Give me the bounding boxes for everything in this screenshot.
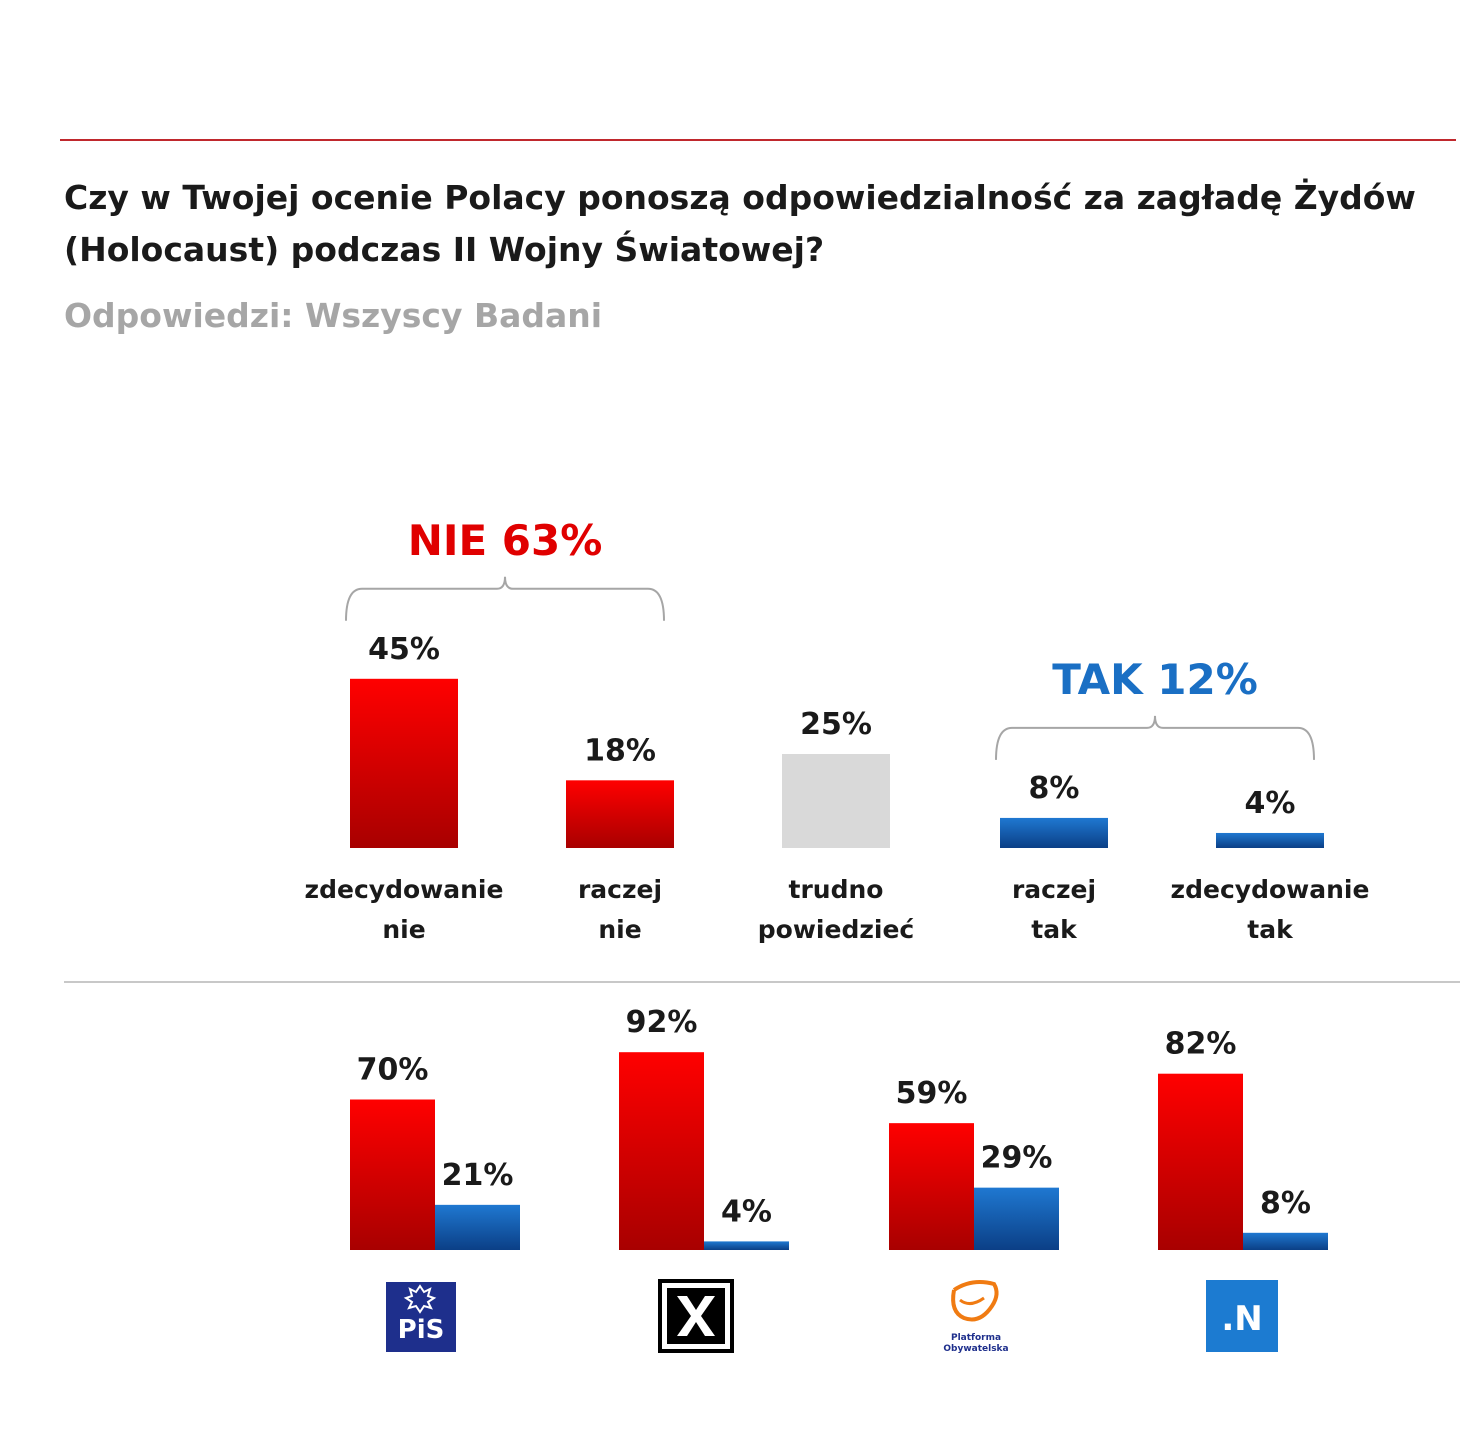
svg-text:Obywatelska: Obywatelska [943, 1344, 1008, 1354]
party-bar [619, 1052, 704, 1250]
party-value-label: 59% [896, 1076, 968, 1111]
top-accent-rule [60, 139, 1456, 141]
bar-zdecydowanie-nie [350, 678, 458, 848]
group-bracket [345, 576, 665, 621]
category-label: zdecydowanie [1171, 875, 1370, 904]
party-value-label: 4% [721, 1194, 772, 1229]
party-value-label: 92% [626, 1005, 698, 1040]
party-value-label: 21% [442, 1158, 514, 1193]
bar-raczej-tak [1000, 817, 1108, 848]
value-label: 4% [1245, 786, 1296, 821]
value-label: 45% [368, 632, 440, 667]
bar-zdecydowanie-tak [1216, 832, 1324, 848]
party-bar [1158, 1073, 1243, 1250]
category-label: trudno [789, 875, 884, 904]
bar-raczej-nie [566, 780, 674, 848]
chart-subtitle: Odpowiedzi: Wszyscy Badani [64, 296, 603, 335]
group-bracket [995, 715, 1315, 760]
chart-title: Czy w Twojej ocenie Polacy ponoszą odpow… [64, 178, 1416, 269]
category-label: nie [598, 915, 641, 944]
category-label: tak [1247, 915, 1294, 944]
category-label: nie [382, 915, 425, 944]
category-label: raczej [578, 875, 662, 904]
party-bar [974, 1187, 1059, 1250]
party-bar [889, 1123, 974, 1250]
party-bar [1243, 1232, 1328, 1250]
category-label: zdecydowanie [305, 875, 504, 904]
pis-logo: PiS [386, 1282, 456, 1352]
pis-logo-text: PiS [398, 1315, 445, 1345]
party-value-label: 8% [1260, 1186, 1311, 1221]
value-label: 8% [1029, 771, 1080, 806]
group-label: TAK 12% [1052, 655, 1258, 704]
category-label: powiedzieć [758, 915, 914, 944]
party-breakdown-chart: 70% 21% 92% 4% 59% 29% 82% 8% [350, 1005, 1328, 1250]
party-bar [704, 1241, 789, 1250]
category-label: tak [1031, 915, 1078, 944]
party-value-label: 70% [357, 1053, 429, 1088]
category-label: raczej [1012, 875, 1096, 904]
nowoczesna-logo: .N [1206, 1280, 1278, 1352]
group-label: NIE 63% [408, 516, 603, 565]
nowoczesna-logo-text: .N [1221, 1299, 1262, 1339]
po-logo: Platforma Obywatelska [943, 1280, 1009, 1354]
kukiz-logo [658, 1279, 734, 1353]
bar-trudno-powiedzieć [782, 754, 890, 848]
party-bar [350, 1099, 435, 1250]
party-value-label: 29% [981, 1141, 1053, 1176]
value-label: 18% [584, 733, 656, 768]
party-value-label: 82% [1165, 1027, 1237, 1062]
section-divider [64, 981, 1460, 983]
value-label: 25% [800, 707, 872, 742]
overall-answers-chart: 45% zdecydowanie nie 18% raczej nie 25% trudno p… [305, 516, 1370, 944]
party-bar [435, 1204, 520, 1250]
svg-text:Platforma: Platforma [951, 1333, 1001, 1343]
